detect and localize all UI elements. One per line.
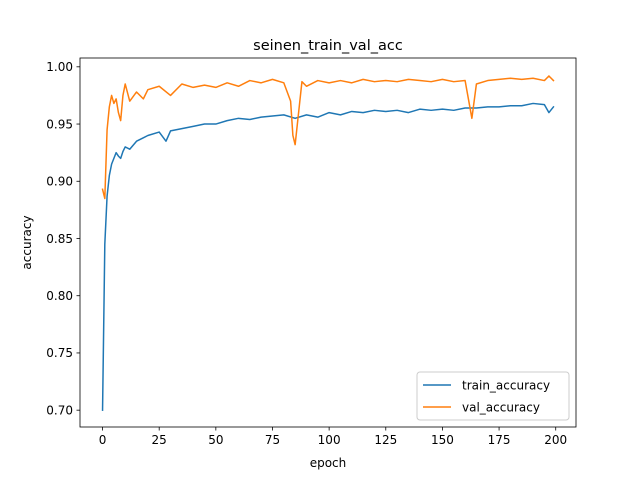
- plot-area-frame: [79, 57, 577, 428]
- x-axis-ticks: 0 25 50 75 100 125 150 175 200: [99, 427, 567, 447]
- x-axis-label: epoch: [310, 456, 347, 470]
- y-tick-label: 0.70: [46, 403, 73, 417]
- legend: train_accuracy val_accuracy: [416, 371, 570, 421]
- y-tick-label: 0.75: [46, 346, 73, 360]
- x-tick-label: 25: [152, 433, 167, 447]
- y-axis-label: accuracy: [20, 215, 34, 269]
- x-tick-label: 200: [544, 433, 567, 447]
- y-tick-label: 0.95: [46, 117, 73, 131]
- legend-box: [416, 371, 570, 421]
- y-axis-ticks: 0.70 0.75 0.80 0.85 0.90 0.95 1.00: [46, 60, 80, 417]
- legend-label-train-accuracy: train_accuracy: [462, 379, 550, 393]
- x-tick-label: 175: [488, 433, 511, 447]
- y-tick-label: 0.90: [46, 175, 73, 189]
- series-line-val-accuracy: [101, 75, 555, 200]
- series-line-train-accuracy: [101, 102, 555, 411]
- x-tick-label: 0: [99, 433, 107, 447]
- x-tick-label: 50: [208, 433, 223, 447]
- y-tick-label: 0.80: [46, 289, 73, 303]
- chart-title: seinen_train_val_acc: [253, 38, 403, 54]
- x-tick-label: 125: [374, 433, 397, 447]
- legend-label-val-accuracy: val_accuracy: [462, 401, 540, 415]
- x-tick-label: 75: [265, 433, 280, 447]
- x-tick-label: 100: [318, 433, 341, 447]
- y-tick-label: 0.85: [46, 232, 73, 246]
- y-tick-label: 1.00: [46, 60, 73, 74]
- x-tick-label: 150: [431, 433, 454, 447]
- series-layer: [101, 75, 555, 411]
